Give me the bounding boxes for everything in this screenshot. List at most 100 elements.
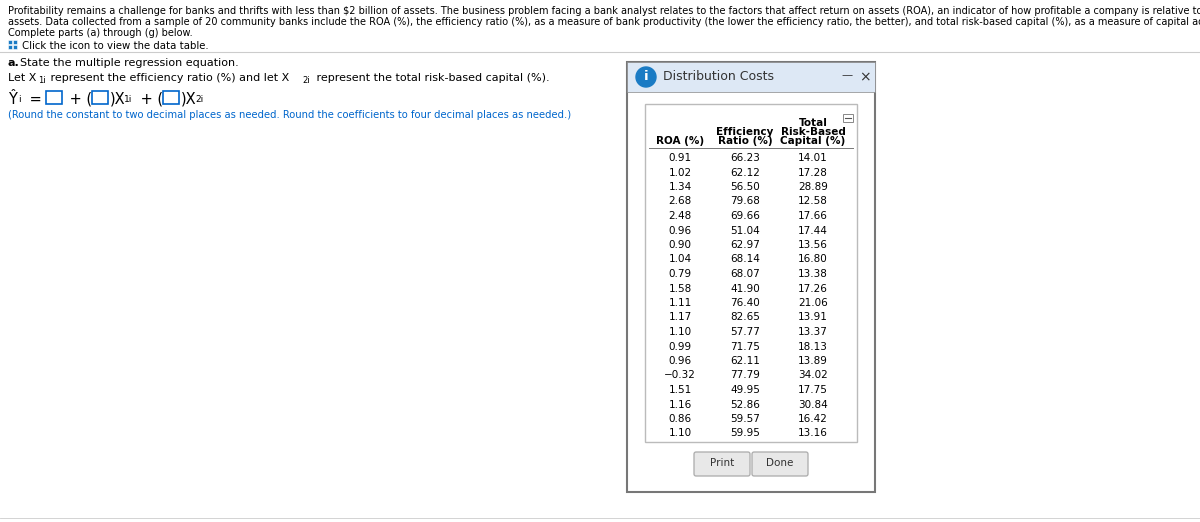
- Bar: [842, 114, 853, 122]
- Text: 59.95: 59.95: [730, 429, 760, 438]
- Text: i: i: [643, 70, 648, 84]
- Text: Ratio (%): Ratio (%): [718, 136, 773, 146]
- Text: 0.91: 0.91: [668, 153, 691, 163]
- FancyBboxPatch shape: [752, 452, 808, 476]
- Text: ROA (%): ROA (%): [656, 136, 704, 146]
- Text: 56.50: 56.50: [730, 182, 760, 192]
- Text: 12.58: 12.58: [798, 196, 828, 207]
- Text: 2.48: 2.48: [668, 211, 691, 221]
- Text: 68.07: 68.07: [730, 269, 760, 279]
- Text: (Round the constant to two decimal places as needed. Round the coefficients to f: (Round the constant to two decimal place…: [8, 110, 571, 120]
- Text: 0.96: 0.96: [668, 226, 691, 235]
- Text: 1.02: 1.02: [668, 168, 691, 177]
- Text: ×: ×: [859, 70, 871, 84]
- Text: 71.75: 71.75: [730, 341, 760, 351]
- Text: 1.17: 1.17: [668, 313, 691, 323]
- Text: 1i: 1i: [124, 95, 132, 104]
- Bar: [628, 62, 875, 92]
- Bar: [628, 62, 875, 492]
- Text: 1.34: 1.34: [668, 182, 691, 192]
- Bar: [646, 104, 857, 442]
- Text: 66.23: 66.23: [730, 153, 760, 163]
- Text: 13.16: 13.16: [798, 429, 828, 438]
- Text: a.: a.: [8, 58, 19, 68]
- Text: 82.65: 82.65: [730, 313, 760, 323]
- Text: 2.68: 2.68: [668, 196, 691, 207]
- Text: Risk-Based: Risk-Based: [780, 127, 846, 137]
- Text: 1i: 1i: [38, 76, 46, 85]
- Text: 28.89: 28.89: [798, 182, 828, 192]
- Text: Total: Total: [798, 118, 828, 128]
- Text: State the multiple regression equation.: State the multiple regression equation.: [20, 58, 239, 68]
- Text: 18.13: 18.13: [798, 341, 828, 351]
- Text: )X: )X: [110, 92, 126, 107]
- Text: 57.77: 57.77: [730, 327, 760, 337]
- Text: 13.56: 13.56: [798, 240, 828, 250]
- Text: 79.68: 79.68: [730, 196, 760, 207]
- Text: 76.40: 76.40: [730, 298, 760, 308]
- Text: 52.86: 52.86: [730, 399, 760, 409]
- Text: assets. Data collected from a sample of 20 community banks include the ROA (%), : assets. Data collected from a sample of …: [8, 17, 1200, 27]
- Text: Click the icon to view the data table.: Click the icon to view the data table.: [22, 41, 209, 51]
- Text: 13.91: 13.91: [798, 313, 828, 323]
- Text: —: —: [841, 70, 852, 80]
- Text: 0.86: 0.86: [668, 414, 691, 424]
- Bar: [8, 45, 12, 49]
- Text: 17.44: 17.44: [798, 226, 828, 235]
- Text: 62.12: 62.12: [730, 168, 760, 177]
- Text: 13.89: 13.89: [798, 356, 828, 366]
- Text: represent the total risk-based capital (%).: represent the total risk-based capital (…: [313, 73, 550, 83]
- Text: 77.79: 77.79: [730, 371, 760, 381]
- Bar: [163, 91, 179, 104]
- Text: 0.79: 0.79: [668, 269, 691, 279]
- FancyBboxPatch shape: [694, 452, 750, 476]
- Text: 1.11: 1.11: [668, 298, 691, 308]
- Text: 69.66: 69.66: [730, 211, 760, 221]
- Text: Efficiency: Efficiency: [716, 127, 774, 137]
- Text: 14.01: 14.01: [798, 153, 828, 163]
- Text: 17.26: 17.26: [798, 283, 828, 293]
- Text: 1.10: 1.10: [668, 429, 691, 438]
- Text: Distribution Costs: Distribution Costs: [662, 70, 774, 83]
- Text: + (: + (: [136, 92, 163, 107]
- Text: 1.58: 1.58: [668, 283, 691, 293]
- Text: 2i: 2i: [302, 76, 310, 85]
- Text: + (: + (: [65, 92, 92, 107]
- Text: 13.38: 13.38: [798, 269, 828, 279]
- Text: 2i: 2i: [194, 95, 203, 104]
- Text: 68.14: 68.14: [730, 255, 760, 265]
- Text: Done: Done: [767, 458, 793, 468]
- Text: 0.99: 0.99: [668, 341, 691, 351]
- Text: 17.28: 17.28: [798, 168, 828, 177]
- Text: 1.04: 1.04: [668, 255, 691, 265]
- Text: 34.02: 34.02: [798, 371, 828, 381]
- Text: 62.97: 62.97: [730, 240, 760, 250]
- Text: 1.10: 1.10: [668, 327, 691, 337]
- Text: 1.16: 1.16: [668, 399, 691, 409]
- Text: Complete parts (a) through (g) below.: Complete parts (a) through (g) below.: [8, 28, 193, 38]
- Text: 17.75: 17.75: [798, 385, 828, 395]
- Text: 0.96: 0.96: [668, 356, 691, 366]
- Text: 59.57: 59.57: [730, 414, 760, 424]
- Bar: [13, 40, 17, 44]
- Text: 13.37: 13.37: [798, 327, 828, 337]
- Text: 16.80: 16.80: [798, 255, 828, 265]
- Text: 62.11: 62.11: [730, 356, 760, 366]
- Text: )X: )X: [181, 92, 197, 107]
- Text: 41.90: 41.90: [730, 283, 760, 293]
- Text: Profitability remains a challenge for banks and thrifts with less than $2 billio: Profitability remains a challenge for ba…: [8, 6, 1200, 16]
- Bar: [8, 40, 12, 44]
- Text: Print: Print: [710, 458, 734, 468]
- Text: 51.04: 51.04: [730, 226, 760, 235]
- Text: Capital (%): Capital (%): [780, 136, 846, 146]
- Text: Let X: Let X: [8, 73, 36, 83]
- Text: −0.32: −0.32: [664, 371, 696, 381]
- Text: Ŷ: Ŷ: [8, 92, 17, 107]
- Circle shape: [636, 67, 656, 87]
- Text: 16.42: 16.42: [798, 414, 828, 424]
- Bar: [46, 91, 62, 104]
- Bar: [13, 45, 17, 49]
- Text: i: i: [18, 95, 20, 104]
- Text: 17.66: 17.66: [798, 211, 828, 221]
- Text: represent the efficiency ratio (%) and let X: represent the efficiency ratio (%) and l…: [47, 73, 289, 83]
